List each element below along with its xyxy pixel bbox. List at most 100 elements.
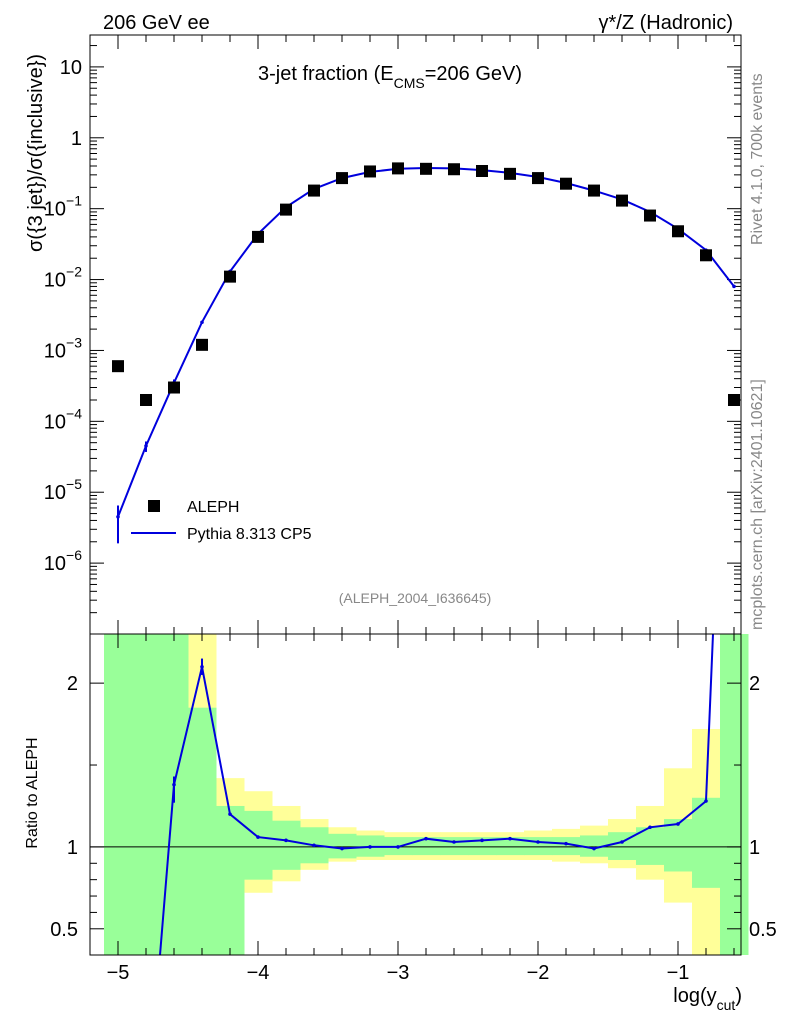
- ratio-mc-point: [228, 812, 232, 816]
- data-point: [336, 172, 348, 185]
- data-point: [532, 172, 544, 185]
- y-tick-label-exp: −6: [66, 547, 82, 563]
- top-panel-frame: [89, 34, 742, 635]
- ratio-band-green: [328, 833, 357, 859]
- y-tick-label-base: 10: [44, 340, 66, 362]
- y-tick-label: 10−2: [44, 264, 82, 292]
- data-point: [448, 163, 460, 176]
- y-tick-label: 10−6: [44, 547, 82, 575]
- ratio-mc-line: [159, 633, 714, 956]
- data-point: [700, 249, 712, 262]
- x-tick-label: −3: [387, 962, 410, 984]
- x-tick-label: −4: [247, 962, 270, 984]
- ratio-band-green: [244, 810, 273, 880]
- ratio-mc-point: [648, 825, 652, 830]
- mc-point: [732, 284, 736, 289]
- ratio-band-green: [692, 797, 721, 888]
- y-tick-label-exp: −2: [66, 264, 82, 280]
- ratio-axis-ticks: 0.5 0.5 1 1 2 2: [50, 673, 777, 941]
- ratio-band-green: [524, 837, 553, 856]
- data-point: [728, 393, 740, 406]
- ratio-band-green: [580, 835, 609, 857]
- x-axis-label-close: ): [735, 985, 742, 1007]
- y-tick-label-base: 10: [44, 270, 66, 292]
- ratio-mc-point: [536, 840, 540, 844]
- ratio-mc-point: [452, 840, 456, 844]
- ratio-tick-label-left: 0.5: [50, 919, 78, 941]
- data-point: [644, 209, 656, 222]
- y-tick-label-base: 10: [44, 199, 66, 221]
- data-point: [476, 164, 488, 177]
- ratio-band-green: [636, 827, 665, 865]
- ratio-bands: [104, 634, 749, 955]
- x-tick-label: −2: [527, 962, 550, 984]
- data-point: [224, 270, 236, 283]
- chart-title-rest: =206 GeV): [425, 63, 522, 85]
- x-axis-label-sub: cut: [717, 997, 736, 1013]
- x-axis-label: log(ycut): [673, 985, 742, 1013]
- y-tick-label: 10−4: [44, 405, 82, 433]
- data-point: [308, 184, 320, 197]
- ratio-mc-point: [508, 836, 512, 841]
- data-point: [504, 167, 516, 180]
- y-tick-label-base: 10: [44, 553, 66, 575]
- y-tick-label: 1: [71, 128, 82, 150]
- side-mcplots-label: mcplots.cern.ch [arXiv:2401.10621]: [749, 379, 766, 630]
- mc-point: [144, 444, 148, 448]
- y-axis-label-top: σ({3 jet})/σ({inclusive}): [25, 54, 47, 252]
- ratio-tick-label-left: 2: [67, 673, 78, 695]
- ratio-mc-point: [620, 840, 624, 844]
- data-point: [588, 184, 600, 197]
- y-tick-label: 10: [60, 57, 82, 79]
- ratio-mc-point: [284, 838, 288, 843]
- ratio-mc-point: [592, 846, 596, 851]
- data-point: [196, 338, 208, 351]
- data-point: [364, 165, 376, 178]
- analysis-tag: (ALEPH_2004_I636645): [339, 590, 492, 606]
- ratio-tick-label-right: 2: [749, 673, 760, 695]
- ratio-mc-point: [368, 845, 372, 849]
- data-point: [616, 194, 628, 207]
- y-tick-label-base: 10: [44, 411, 66, 433]
- ratio-band-green: [104, 634, 133, 955]
- y-tick-label-exp: −4: [66, 405, 82, 421]
- data-point: [252, 230, 264, 243]
- ratio-mc-point: [340, 846, 344, 851]
- ratio-mc-point: [172, 782, 176, 787]
- ratio-mc-point: [676, 822, 680, 826]
- data-point: [672, 225, 684, 238]
- y-axis-label-bottom: Ratio to ALEPH: [24, 737, 41, 848]
- y-tick-label-base: 10: [44, 482, 66, 504]
- legend-label-pythia: Pythia 8.313 CP5: [187, 526, 312, 543]
- header-left: 206 GeV ee: [103, 12, 210, 34]
- data-point: [420, 162, 432, 175]
- data-point: [140, 393, 152, 406]
- data-point: [112, 360, 124, 373]
- ratio-tick-label-right: 0.5: [749, 919, 777, 941]
- y-tick-label-exp: −5: [66, 476, 82, 492]
- ratio-mc-point: [424, 836, 428, 841]
- y-tick-label-exp: −3: [66, 334, 82, 350]
- data-point: [560, 177, 572, 190]
- ratio-band-green: [440, 837, 469, 856]
- x-axis-label-main: log(y: [673, 985, 716, 1007]
- y-tick-label: 10−3: [44, 334, 82, 362]
- chart-title: 3-jet fraction (ECMS=206 GeV): [258, 63, 522, 91]
- ratio-mc-point: [200, 664, 204, 669]
- top-series: [112, 162, 740, 544]
- ratio-tick-label-right: 1: [749, 837, 760, 859]
- ratio-mc-point: [564, 841, 568, 846]
- ratio-band-green: [720, 634, 749, 955]
- ratio-mc-point: [396, 845, 400, 849]
- ratio-panel-frame: [89, 633, 742, 956]
- mc-point: [116, 515, 120, 519]
- ratio-band-green: [132, 634, 161, 955]
- data-point: [168, 381, 180, 394]
- ratio-series: [159, 633, 714, 956]
- y-tick-label: 10−5: [44, 476, 82, 504]
- x-axis-ticks: −5 −4 −3 −2 −1: [89, 35, 735, 984]
- ratio-band-green: [496, 837, 525, 856]
- legend-label-aleph: ALEPH: [187, 499, 239, 516]
